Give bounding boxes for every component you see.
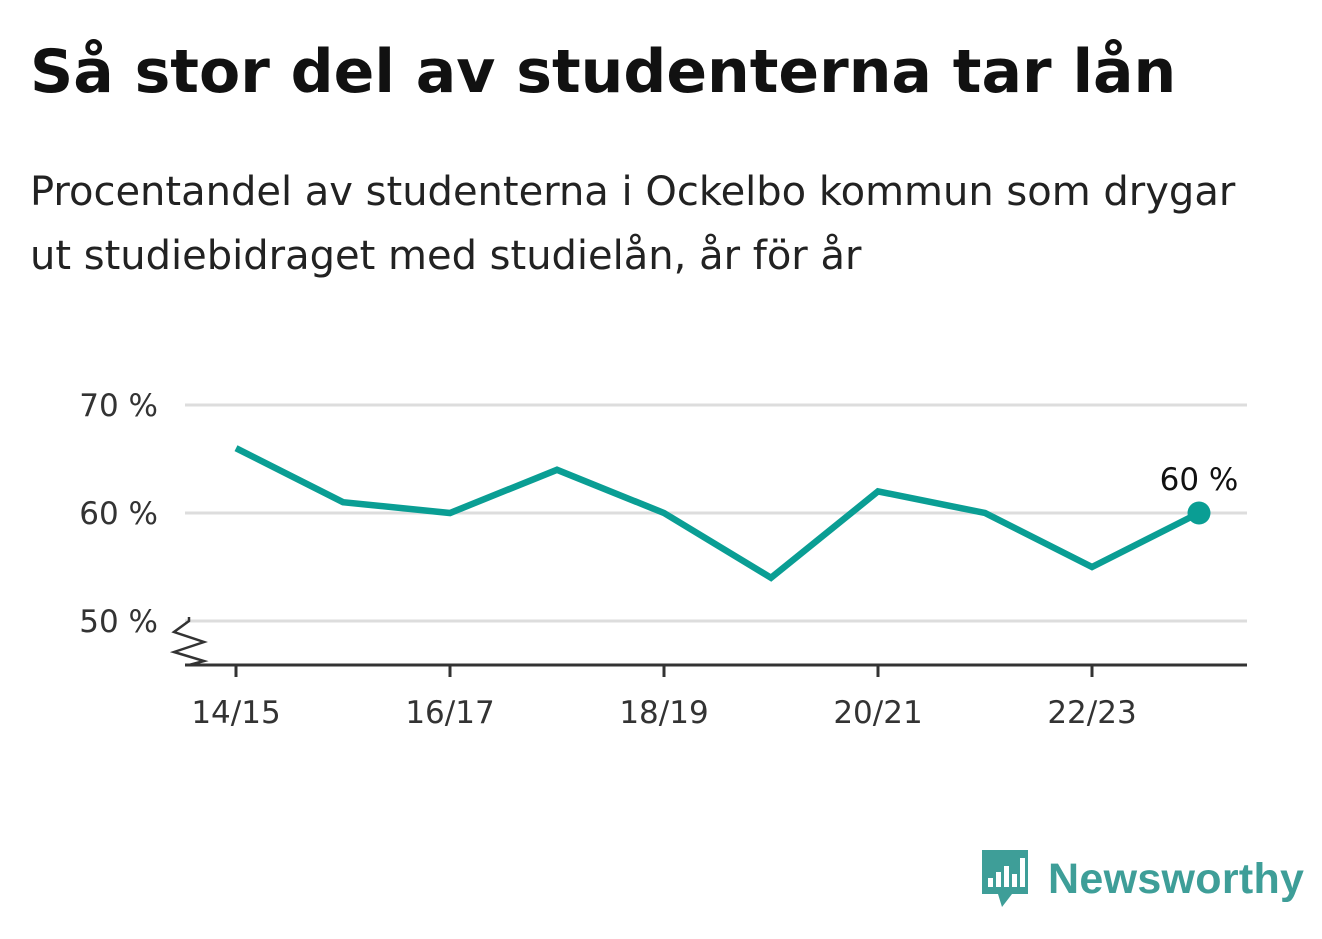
- x-tick-label: 22/23: [1047, 695, 1136, 731]
- series-layer: [234, 445, 1201, 582]
- series-line-0: [234, 445, 1201, 582]
- chart-title: Så stor del av studenterna tar lån: [30, 37, 1177, 107]
- y-tick-label: 60 %: [79, 496, 158, 532]
- brand-logo: Newsworthy: [980, 848, 1304, 910]
- annotation-layer: 60 %: [1160, 462, 1239, 525]
- x-axis: 14/15 16/17 18/19 20/21 22/23: [169, 617, 1247, 731]
- x-tick-label: 14/15: [191, 695, 280, 731]
- y-tick-label: 50 %: [79, 604, 158, 640]
- y-tick-label: 70 %: [79, 388, 158, 424]
- x-tick-label: 16/17: [405, 695, 494, 731]
- gridlines: [185, 403, 1247, 623]
- brand-name: Newsworthy: [1048, 854, 1305, 903]
- last-value-label: 60 %: [1160, 462, 1239, 498]
- x-tick-label: 20/21: [833, 695, 922, 731]
- newsworthy-logo-icon: [982, 850, 1028, 907]
- chart-subtitle: Procentandel av studenterna i Ockelbo ko…: [30, 169, 1236, 279]
- last-value-point: [1187, 501, 1211, 525]
- x-tick-label: 18/19: [619, 695, 708, 731]
- y-axis-tick-labels: 50 % 60 % 70 %: [79, 388, 158, 640]
- y-axis-break-icon: [169, 617, 209, 667]
